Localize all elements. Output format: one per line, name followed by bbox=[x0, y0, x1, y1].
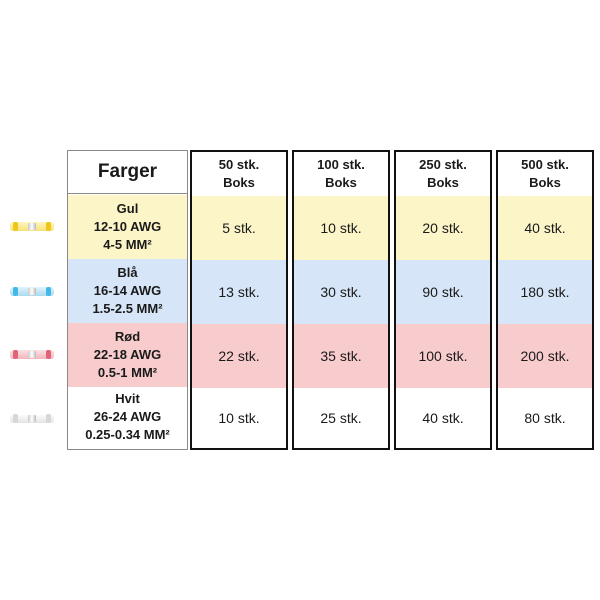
quantity-cell: 90 stk. bbox=[396, 260, 490, 324]
color-label-column: Farger Gul 12-10 AWG 4-5 MM² Blå 16-14 A… bbox=[67, 150, 188, 450]
box-column-500: 500 stk. Boks 40 stk. 180 stk. 200 stk. … bbox=[496, 150, 594, 450]
row-label-gul: Gul 12-10 AWG 4-5 MM² bbox=[68, 195, 187, 260]
row-color-name: Blå bbox=[117, 265, 138, 280]
row-mm2: 0.5-1 MM² bbox=[97, 365, 158, 380]
quantity-cell: 13 stk. bbox=[192, 260, 286, 324]
row-awg: 22-18 AWG bbox=[93, 347, 162, 362]
quantity-cell: 30 stk. bbox=[294, 260, 388, 324]
quantity-cell: 22 stk. bbox=[192, 324, 286, 388]
red-connector-icon bbox=[10, 350, 54, 359]
row-color-name: Hvit bbox=[115, 391, 140, 406]
row-mm2: 4-5 MM² bbox=[103, 237, 152, 252]
quantity-cell: 20 stk. bbox=[396, 196, 490, 260]
row-awg: 16-14 AWG bbox=[93, 283, 162, 298]
box-label: Boks bbox=[325, 175, 357, 190]
row-awg: 26-24 AWG bbox=[93, 409, 162, 424]
farger-header: Farger bbox=[68, 151, 187, 194]
blue-connector-icon bbox=[10, 287, 54, 296]
quantity-cell: 35 stk. bbox=[294, 324, 388, 388]
quantity-cell: 10 stk. bbox=[294, 196, 388, 260]
box-header: 250 stk. Boks bbox=[396, 152, 490, 196]
row-label-hvit: Hvit 26-24 AWG 0.25-0.34 MM² bbox=[68, 387, 187, 447]
box-column-100: 100 stk. Boks 10 stk. 30 stk. 35 stk. 25… bbox=[292, 150, 390, 450]
yellow-connector-icon bbox=[10, 222, 54, 231]
row-label-bla: Blå 16-14 AWG 1.5-2.5 MM² bbox=[68, 259, 187, 324]
box-header: 100 stk. Boks bbox=[294, 152, 388, 196]
row-color-name: Rød bbox=[114, 329, 141, 344]
box-label: Boks bbox=[529, 175, 561, 190]
row-mm2: 0.25-0.34 MM² bbox=[85, 427, 170, 442]
row-color-name: Gul bbox=[116, 201, 139, 216]
quantity-cell: 5 stk. bbox=[192, 196, 286, 260]
quantity-cell: 40 stk. bbox=[396, 388, 490, 448]
quantity-cell: 10 stk. bbox=[192, 388, 286, 448]
quantity-cell: 25 stk. bbox=[294, 388, 388, 448]
row-label-rod: Rød 22-18 AWG 0.5-1 MM² bbox=[68, 323, 187, 388]
box-column-50: 50 stk. Boks 5 stk. 13 stk. 22 stk. 10 s… bbox=[190, 150, 288, 450]
quantity-cell: 80 stk. bbox=[498, 388, 592, 448]
quantity-cell: 180 stk. bbox=[498, 260, 592, 324]
quantity-cell: 200 stk. bbox=[498, 324, 592, 388]
box-size-label: 250 stk. bbox=[419, 157, 467, 172]
box-header: 50 stk. Boks bbox=[192, 152, 286, 196]
box-size-label: 50 stk. bbox=[218, 157, 260, 172]
white-connector-icon bbox=[10, 414, 54, 423]
box-header: 500 stk. Boks bbox=[498, 152, 592, 196]
box-label: Boks bbox=[427, 175, 459, 190]
box-column-250: 250 stk. Boks 20 stk. 90 stk. 100 stk. 4… bbox=[394, 150, 492, 450]
row-mm2: 1.5-2.5 MM² bbox=[92, 301, 163, 316]
row-awg: 12-10 AWG bbox=[93, 219, 162, 234]
box-size-label: 500 stk. bbox=[521, 157, 569, 172]
quantity-cell: 100 stk. bbox=[396, 324, 490, 388]
quantity-cell: 40 stk. bbox=[498, 196, 592, 260]
box-label: Boks bbox=[223, 175, 255, 190]
box-size-label: 100 stk. bbox=[317, 157, 365, 172]
